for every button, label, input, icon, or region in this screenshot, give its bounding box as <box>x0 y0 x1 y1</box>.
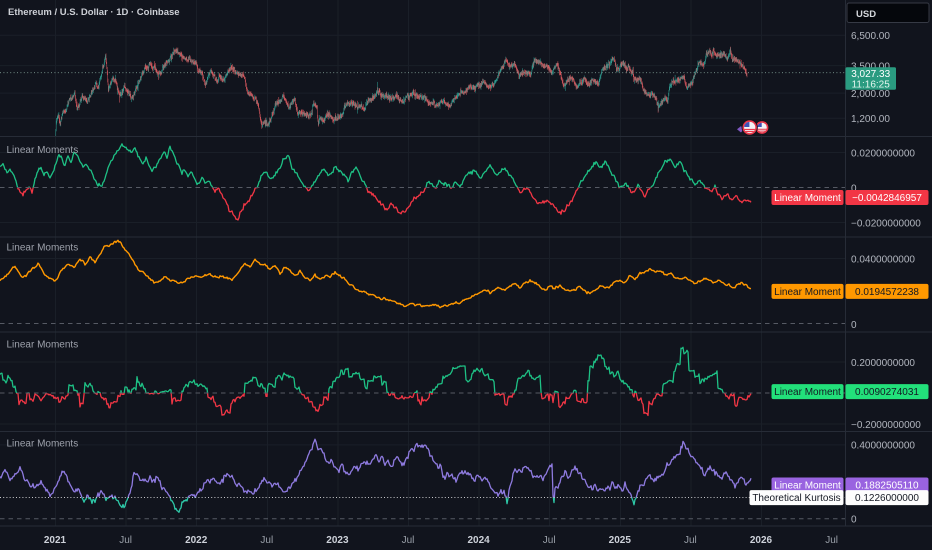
svg-text:Linear Moments: Linear Moments <box>7 243 79 254</box>
svg-text:1,200.00: 1,200.00 <box>851 114 890 125</box>
svg-text:Jul: Jul <box>543 535 556 546</box>
svg-text:0.1882505110: 0.1882505110 <box>855 481 919 492</box>
svg-text:2,000.00: 2,000.00 <box>851 89 890 100</box>
svg-text:Jul: Jul <box>260 535 273 546</box>
svg-text:−0.0200000000: −0.0200000000 <box>851 218 921 229</box>
svg-text:3,500.00: 3,500.00 <box>851 61 890 72</box>
svg-text:−0.2000000000: −0.2000000000 <box>851 420 921 431</box>
svg-text:Jul: Jul <box>825 535 838 546</box>
svg-text:0.2000000000: 0.2000000000 <box>851 358 915 369</box>
svg-text:2025: 2025 <box>609 535 632 546</box>
svg-text:2026: 2026 <box>750 535 773 546</box>
svg-text:2024: 2024 <box>467 535 490 546</box>
svg-text:Ethereum / U.S. Dollar · 1D ·: Ethereum / U.S. Dollar · 1D · Coinbase <box>8 7 180 18</box>
svg-text:6,500.00: 6,500.00 <box>851 31 890 42</box>
svg-text:Linear Moments: Linear Moments <box>7 145 79 156</box>
svg-text:Jul: Jul <box>119 535 132 546</box>
svg-text:Linear Moment: Linear Moment <box>774 387 841 398</box>
svg-text:Linear Moment: Linear Moment <box>774 481 841 492</box>
svg-text:0: 0 <box>851 184 857 195</box>
svg-text:2022: 2022 <box>185 535 208 546</box>
svg-text:0.4000000000: 0.4000000000 <box>851 441 915 452</box>
svg-text:Linear Moments: Linear Moments <box>7 439 79 450</box>
svg-text:Jul: Jul <box>684 535 697 546</box>
svg-text:11:16:25: 11:16:25 <box>852 80 891 91</box>
svg-text:Linear Moment: Linear Moment <box>774 287 841 298</box>
svg-text:−0.0042846957: −0.0042846957 <box>852 193 922 204</box>
svg-text:0.0090274031: 0.0090274031 <box>855 387 919 398</box>
svg-text:Linear Moment: Linear Moment <box>774 193 841 204</box>
svg-text:3,027.33: 3,027.33 <box>851 69 890 80</box>
svg-text:2023: 2023 <box>326 535 349 546</box>
svg-text:Theoretical Kurtosis: Theoretical Kurtosis <box>752 493 840 504</box>
svg-text:0: 0 <box>851 515 857 526</box>
svg-text:0: 0 <box>851 320 857 331</box>
svg-text:2021: 2021 <box>44 535 67 546</box>
svg-text:0.1226000000: 0.1226000000 <box>855 493 919 504</box>
svg-text:Linear Moments: Linear Moments <box>7 340 79 351</box>
svg-text:Jul: Jul <box>402 535 415 546</box>
svg-text:USD: USD <box>856 9 876 20</box>
svg-text:0.0200000000: 0.0200000000 <box>851 148 915 159</box>
svg-text:0.0194572238: 0.0194572238 <box>855 287 919 298</box>
svg-text:0.0400000000: 0.0400000000 <box>851 254 915 265</box>
